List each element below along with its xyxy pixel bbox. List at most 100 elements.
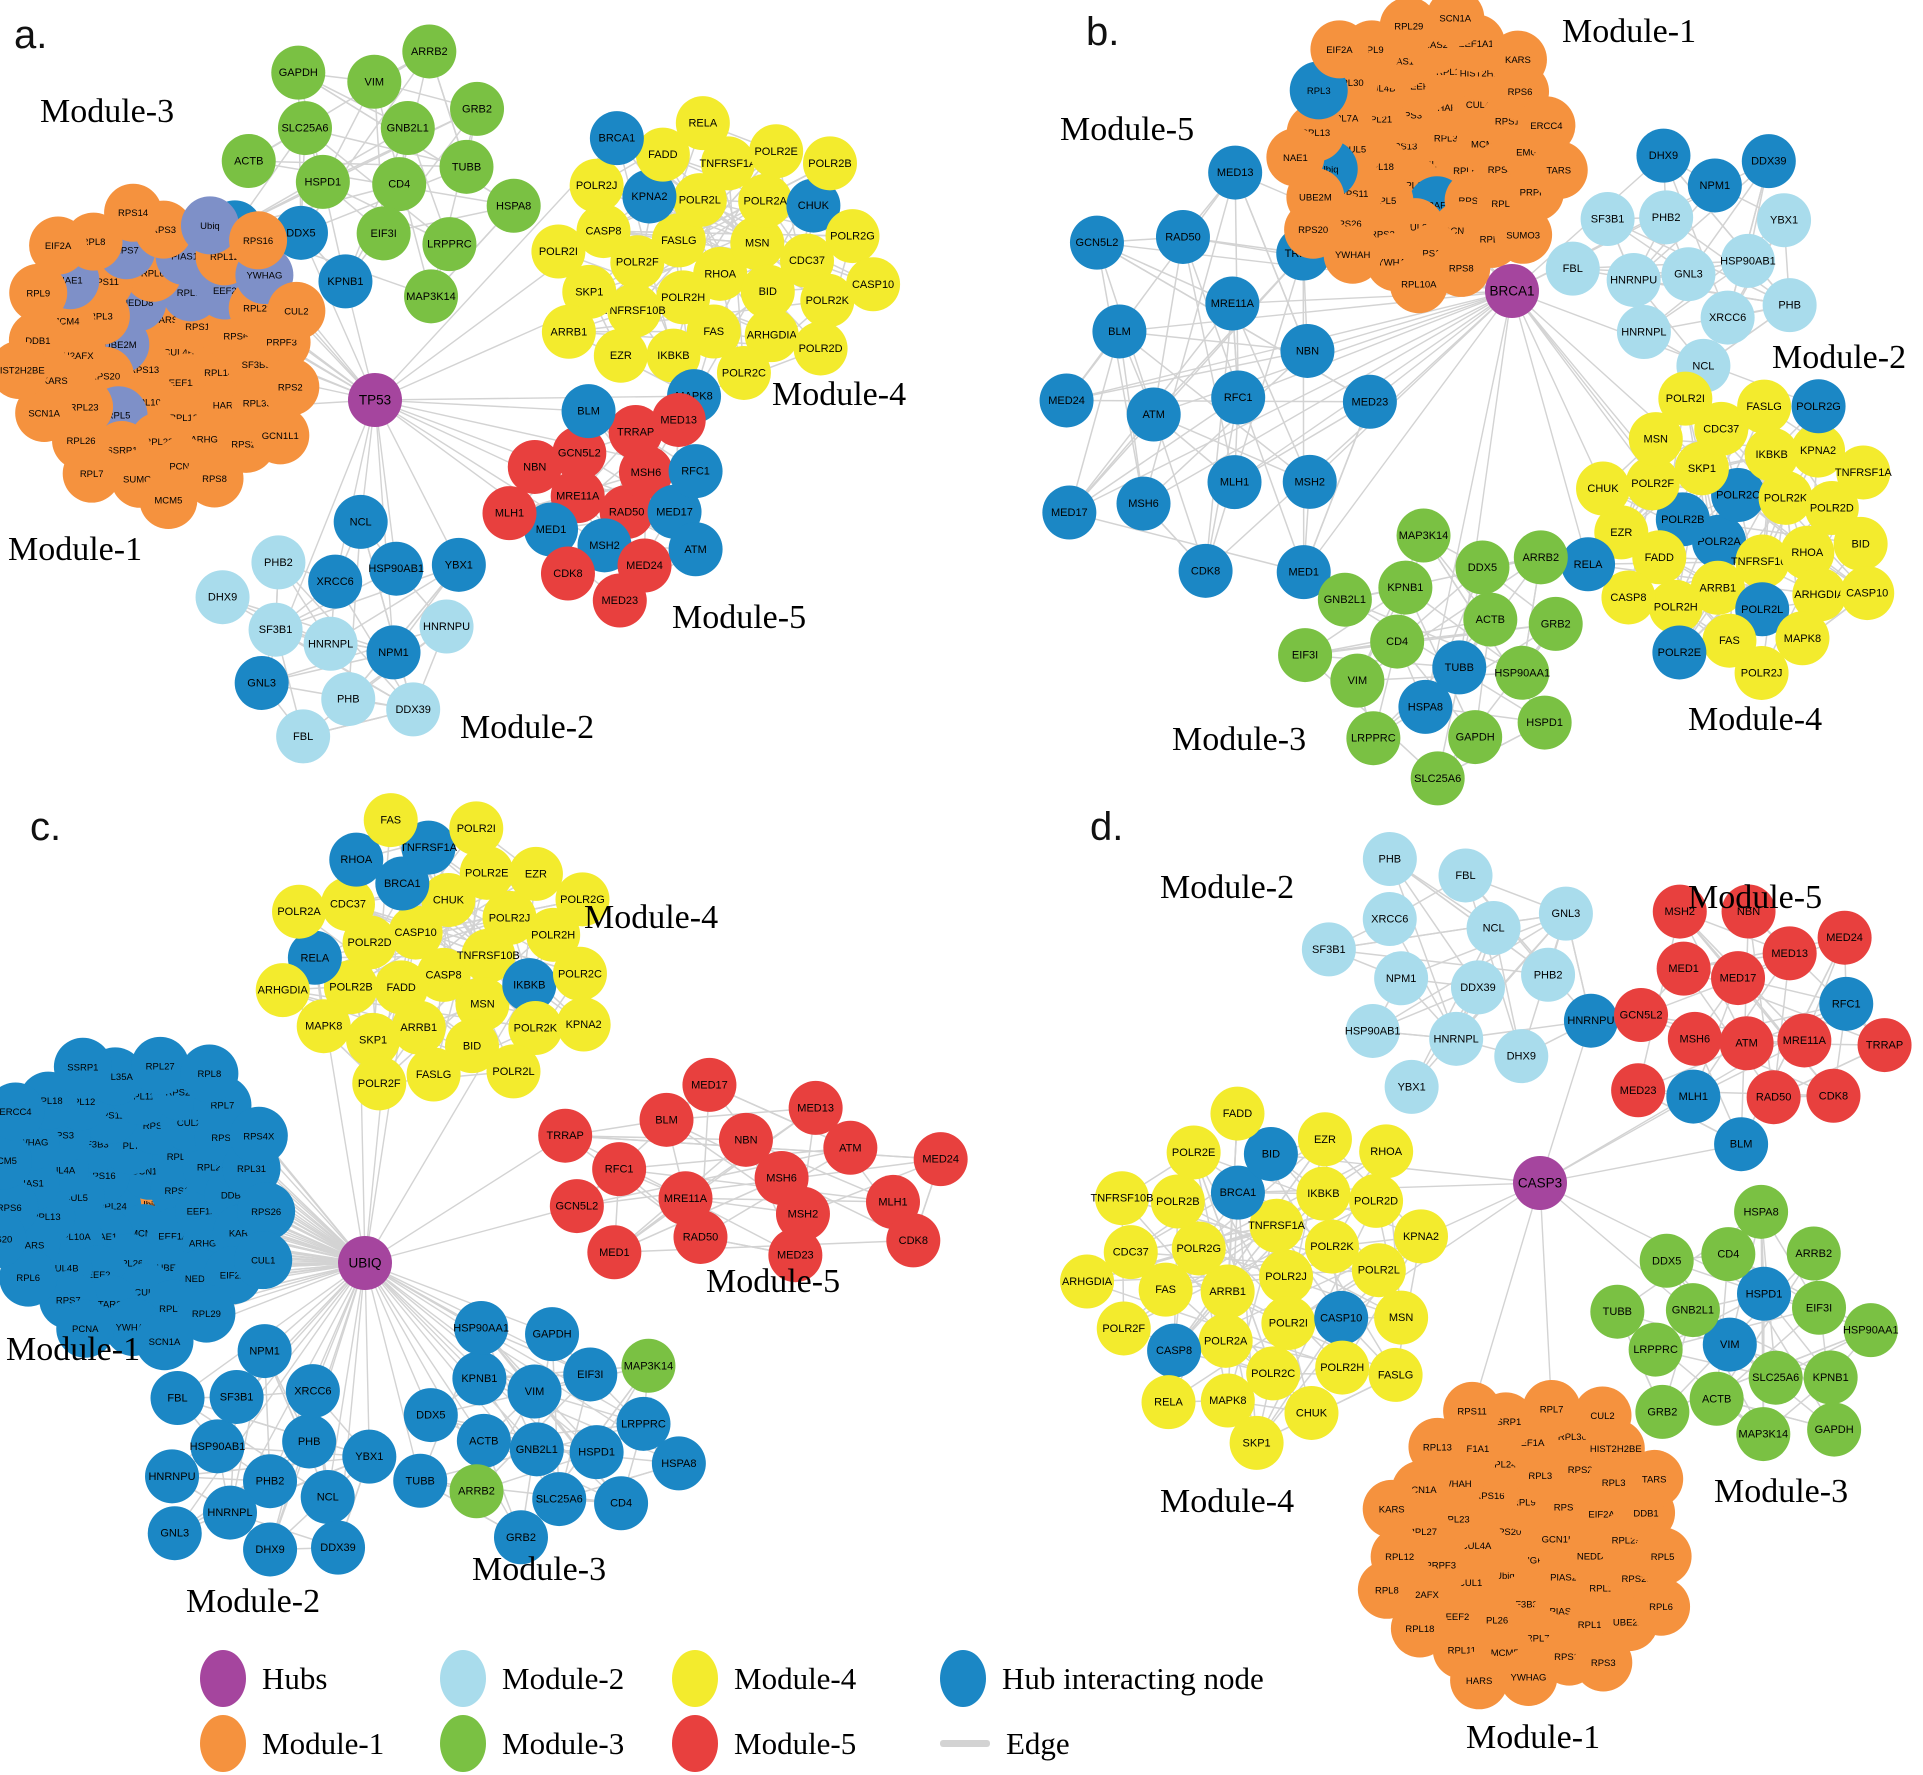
node-CASP10	[1840, 566, 1895, 621]
node-label: RPL10A	[55, 1232, 91, 1243]
node-RPL10A	[1389, 255, 1448, 314]
node-label: TNFRSF1A	[1835, 467, 1893, 479]
hub-label: BRCA1	[1489, 284, 1534, 299]
nodes-layer: CD4 HSPD1 GNB2L1 EIF3I SLC25A6 TUBB DDX5 VIM LRP…	[0, 0, 1912, 1710]
edge	[576, 1147, 851, 1207]
node-label: EIF3I	[577, 1369, 603, 1381]
hub-edge	[1119, 290, 1513, 333]
node-label: MSN	[1389, 1312, 1414, 1324]
node-CDK8	[1178, 543, 1233, 598]
module-label: Module-2	[1772, 339, 1906, 376]
node-RPL6	[0, 1248, 58, 1307]
node-CHUK	[1284, 1385, 1339, 1440]
node-ACTB	[1689, 1371, 1744, 1426]
node-label: EIF2A	[45, 241, 72, 252]
node-label: ARRB1	[1209, 1286, 1246, 1298]
node-swatch	[440, 1715, 486, 1772]
node-POLR2B	[323, 960, 378, 1015]
node-label: RPL9	[26, 288, 50, 299]
node-label: ARRB2	[411, 46, 448, 58]
node-label: EZR	[1610, 527, 1632, 539]
hub-UBIQ	[338, 1236, 392, 1290]
node-label: RPS7	[114, 246, 139, 257]
node-MSN	[730, 216, 785, 271]
node-CASP8	[1147, 1323, 1202, 1378]
module-label: Module-1	[8, 531, 142, 568]
node-label: IKBKB	[657, 350, 689, 362]
node-RPS20	[0, 1210, 27, 1269]
node-label: POLR2K	[806, 295, 850, 307]
node-label: ARHGDIA	[1062, 1276, 1113, 1288]
node-POLR2H	[1648, 579, 1703, 634]
node-FBL	[276, 709, 331, 764]
node-label: ATM	[684, 544, 706, 556]
node-label: EEF1A2	[158, 1232, 193, 1243]
node-MSN	[1628, 412, 1683, 467]
node-POLR2E	[749, 124, 804, 179]
node-label: FADD	[387, 982, 416, 994]
node-label: BID	[463, 1041, 481, 1053]
node-TUBB	[393, 1453, 448, 1508]
node-DDX5	[1639, 1233, 1694, 1288]
node-label: RPL12	[66, 1097, 95, 1108]
node-label: POLR2D	[348, 937, 392, 949]
node-label: MRE11A	[556, 491, 600, 503]
node-label: RPS26	[1554, 1502, 1584, 1513]
node-label: HNRNPU	[148, 1471, 195, 1483]
node-label: SF3B1	[1312, 944, 1346, 956]
node-label: CUL4A	[1466, 100, 1497, 111]
edge	[1389, 858, 1549, 976]
node-CHUK	[1576, 461, 1631, 516]
node-label: CDC37	[1113, 1247, 1149, 1259]
node-RPL29	[177, 1284, 236, 1343]
node-label: YWHAH	[1436, 1479, 1472, 1490]
edge	[1192, 1152, 1274, 1374]
node-NBN	[507, 439, 562, 494]
node-label: HSP90AB1	[1345, 1025, 1401, 1037]
node-MED1	[1276, 545, 1331, 600]
node-label: RHOA	[704, 268, 736, 280]
module-label: Module-4	[1160, 1483, 1294, 1520]
node-label: MED23	[1352, 396, 1389, 408]
node-label: VIM	[365, 76, 385, 88]
node-label: EEF2	[1410, 82, 1434, 93]
node-label: RPL13	[1423, 1442, 1452, 1453]
node-YWHAG	[1499, 1648, 1558, 1707]
node-label: MSN	[745, 238, 770, 250]
node-FADD	[374, 960, 429, 1015]
node-label: MCM5	[1471, 139, 1499, 150]
node-DDX39	[1741, 134, 1796, 189]
node-label: H2AFX	[63, 351, 94, 362]
node-HSPA8	[1734, 1184, 1789, 1239]
node-label: YWHAG	[1377, 258, 1413, 269]
node-label: RPL30	[159, 1304, 188, 1315]
node-label: RPL14	[167, 1152, 196, 1163]
node-EIF3I	[356, 206, 411, 261]
node-label: RFC1	[1224, 392, 1253, 404]
node-label: GCN5L2	[558, 448, 601, 460]
node-label: FASLG	[661, 235, 696, 247]
node-label: KPNB1	[1387, 582, 1423, 594]
node-label: CD4	[388, 179, 410, 191]
node-label: YWHAH	[1335, 250, 1371, 261]
node-label: IKBKB	[1755, 449, 1787, 461]
edge	[1572, 260, 1749, 270]
node-label: CUL3	[134, 1288, 158, 1299]
node-MED1	[587, 1225, 642, 1280]
node-label: POLR2G	[1796, 401, 1841, 413]
node-label: NEDD8	[1577, 1551, 1609, 1562]
node-label: PCNA	[169, 461, 196, 472]
node-label: RAD50	[683, 1231, 718, 1243]
node-label: HNRNPL	[207, 1507, 252, 1519]
node-label: MCM5	[1491, 1648, 1519, 1659]
module-label: Module-3	[1714, 1473, 1848, 1510]
node-label: RPS6	[1508, 87, 1533, 98]
node-CD4	[1370, 614, 1425, 669]
node-label: CD4	[1717, 1249, 1739, 1261]
node-DDX39	[386, 682, 441, 737]
edge	[1716, 1253, 1815, 1400]
node-label: GCN1L1	[1542, 1535, 1579, 1546]
node-label: GCN1L1	[131, 1166, 168, 1177]
node-TNFRSF1A	[1249, 1198, 1304, 1253]
hub-label: UBIQ	[348, 1256, 381, 1271]
